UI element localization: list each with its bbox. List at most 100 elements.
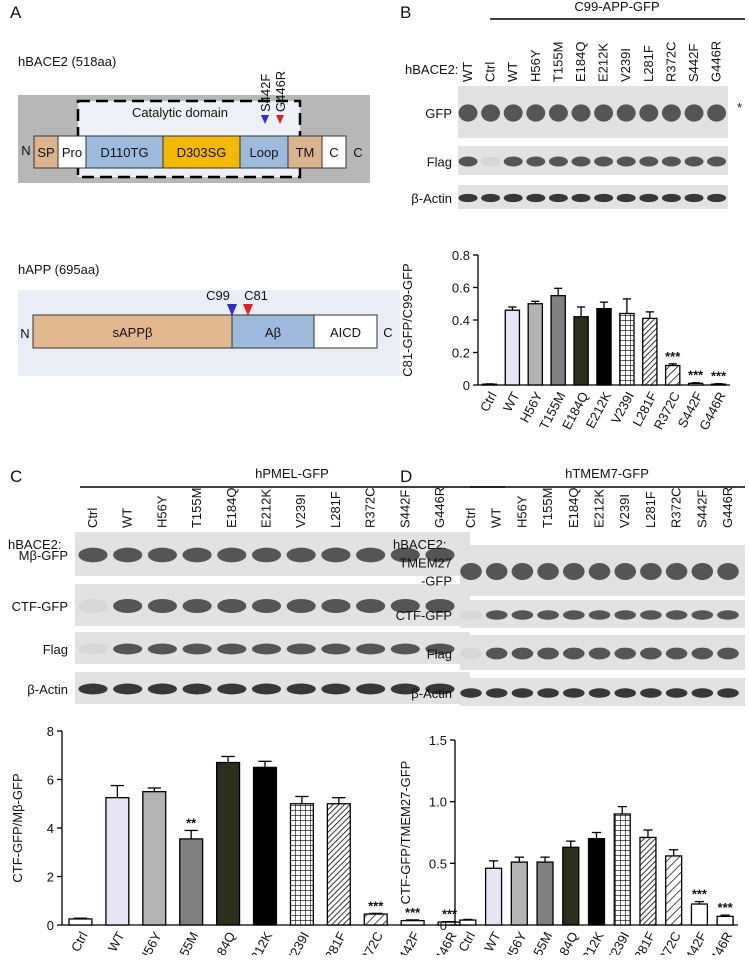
bar [504, 309, 521, 386]
bar [484, 867, 503, 926]
lane-label: L281F [641, 45, 656, 82]
lane-label: L281F [643, 491, 658, 528]
lane-prefix: hBACE2: [8, 537, 61, 552]
band [113, 683, 143, 695]
bar [289, 803, 315, 926]
band [661, 104, 681, 122]
lane-label: Ctrl [85, 508, 100, 528]
band [485, 610, 508, 620]
band [251, 598, 282, 614]
bar [664, 364, 681, 386]
band [321, 683, 351, 695]
band [147, 598, 177, 614]
x-tick-label: L281F [318, 929, 349, 955]
band [425, 643, 455, 655]
significance: ** [186, 815, 197, 830]
band [321, 547, 351, 563]
panel-label: D [400, 467, 412, 486]
bar [215, 761, 241, 926]
band [78, 643, 108, 655]
band [113, 547, 143, 563]
domain-label: Pro [62, 145, 82, 160]
group-title: hPMEL-GFP [255, 466, 329, 481]
significance: *** [442, 907, 458, 922]
lane-label: E212K [259, 489, 274, 528]
y-tick-label: 0.2 [452, 346, 470, 361]
mutation-arrow [261, 115, 269, 124]
domain [239, 135, 289, 169]
band [594, 156, 614, 167]
band [563, 688, 585, 698]
cleavage-arrow [227, 304, 237, 316]
band [717, 563, 739, 580]
blot [458, 146, 728, 175]
lane-label: WT [460, 62, 475, 82]
lane-label: V239I [293, 494, 308, 528]
band [113, 598, 143, 614]
band [485, 563, 508, 580]
band [147, 547, 177, 563]
lane-label: E212K [592, 489, 607, 528]
band [684, 104, 704, 122]
bar [68, 918, 93, 926]
band [526, 156, 546, 167]
band [390, 547, 420, 563]
significance: *** [688, 368, 704, 383]
y-tick-label: 0.8 [452, 248, 470, 263]
lane-label: E184Q [224, 488, 239, 528]
band [217, 598, 247, 614]
significance: *** [405, 905, 421, 920]
terminus: N [21, 143, 30, 158]
y-tick-label: 0 [440, 918, 447, 933]
band [286, 598, 316, 614]
band [147, 683, 177, 695]
band [691, 563, 714, 580]
y-tick-label: 0.5 [429, 856, 447, 871]
blot-note: * [737, 100, 742, 115]
cleavage-arrow [243, 304, 253, 316]
x-tick-label: R372C [652, 929, 684, 955]
lane-label: R372C [663, 42, 678, 82]
band [639, 156, 659, 167]
band [481, 104, 501, 122]
band [356, 547, 386, 563]
band [485, 688, 508, 698]
lane-label: V239I [617, 494, 632, 528]
band [640, 647, 662, 660]
band [548, 193, 568, 203]
lane-label: T155M [540, 488, 555, 528]
domain-label: AICD [330, 325, 361, 340]
x-tick-label: H56Y [501, 929, 530, 955]
terminus: C [353, 145, 362, 160]
band [356, 683, 386, 695]
domain [321, 135, 347, 169]
band [588, 610, 611, 620]
panel-label: B [400, 3, 411, 22]
band [458, 104, 478, 122]
band [616, 104, 636, 122]
band [563, 563, 585, 580]
x-tick-label: H56Y [136, 929, 165, 955]
significance: *** [665, 349, 681, 364]
panel-label: C [10, 467, 22, 486]
y-tick-label: 0.6 [452, 281, 470, 296]
band [182, 683, 212, 695]
band [614, 647, 636, 660]
band [113, 643, 143, 655]
band [691, 647, 714, 660]
band [640, 610, 662, 620]
band [665, 688, 688, 698]
y-tick-label: 0.4 [452, 313, 470, 328]
y-tick-label: 2 [47, 870, 54, 885]
x-tick-label: R372C [354, 929, 386, 955]
band [614, 688, 636, 698]
band [511, 688, 534, 698]
x-tick-label: T155M [169, 929, 201, 955]
band [707, 193, 727, 203]
lane-label: H56Y [514, 495, 529, 528]
y-tick-label: 1.5 [429, 733, 447, 748]
band [481, 156, 501, 167]
significance: *** [718, 900, 734, 915]
lane-label: V239I [618, 48, 633, 82]
